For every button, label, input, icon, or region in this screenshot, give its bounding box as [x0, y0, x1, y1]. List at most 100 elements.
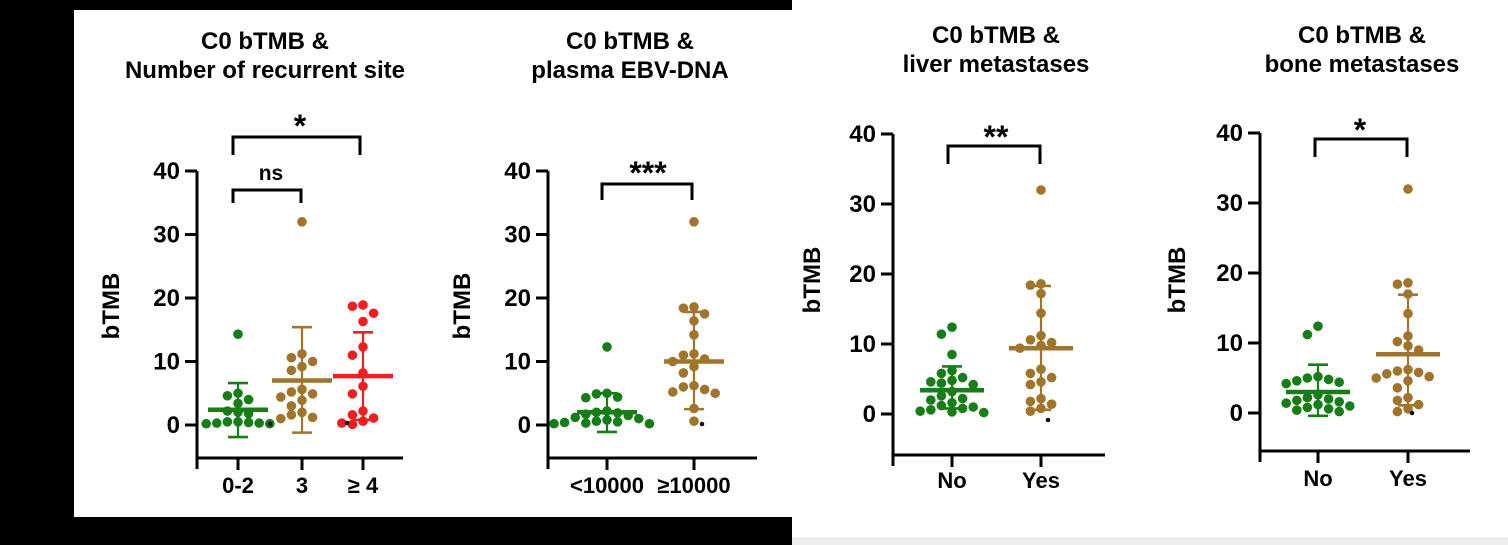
data-point — [699, 384, 710, 395]
x-category-label: ≥ 4 — [348, 473, 379, 498]
y-tick-label: 0 — [518, 412, 531, 439]
data-point — [634, 413, 644, 424]
x-category-label: Yes — [1022, 468, 1060, 493]
data-point — [591, 389, 602, 399]
data-point — [1413, 367, 1424, 378]
data-point — [233, 417, 243, 427]
significance-bracket — [1313, 137, 1409, 157]
data-point — [297, 395, 307, 406]
data-point — [1302, 329, 1313, 340]
data-point — [1413, 399, 1424, 410]
chart-title-line: C0 bTMB & — [932, 22, 1060, 49]
data-point — [307, 389, 318, 399]
y-tick-label: 20 — [849, 261, 876, 288]
data-point — [1424, 371, 1434, 382]
y-tick-label: 30 — [849, 191, 876, 218]
data-point — [936, 400, 947, 411]
chart-title-line: C0 bTMB & — [201, 28, 329, 55]
data-point — [1334, 377, 1344, 388]
data-point — [1323, 394, 1334, 404]
y-tick-label: 10 — [504, 349, 531, 376]
y-tick-label: 40 — [849, 121, 876, 148]
y-tick-label: 30 — [504, 222, 531, 249]
x-category-label: Yes — [1389, 466, 1427, 491]
chart-title-line: bone metastases — [1264, 51, 1460, 78]
data-point — [947, 407, 957, 417]
data-point — [1046, 337, 1057, 348]
chart-title-bone-metastases: C0 bTMB & bone metastases — [1102, 21, 1508, 79]
speck-dot — [699, 421, 705, 427]
data-point — [286, 401, 297, 411]
left-screenshot-panel — [74, 10, 792, 517]
data-point — [1313, 321, 1323, 332]
data-point — [1313, 371, 1323, 382]
data-point — [1403, 331, 1413, 341]
data-point — [243, 394, 254, 405]
data-point — [358, 406, 368, 416]
data-point — [1036, 308, 1046, 319]
data-point — [1392, 366, 1403, 376]
data-point — [915, 406, 925, 417]
data-point — [947, 365, 957, 376]
data-point — [947, 375, 957, 386]
data-point — [1392, 406, 1403, 417]
speck-dot — [267, 421, 273, 427]
data-point — [612, 417, 623, 427]
data-point — [1392, 395, 1403, 406]
data-point — [1403, 308, 1413, 319]
data-point — [1036, 330, 1046, 341]
y-tick-label: 40 — [1216, 120, 1243, 147]
data-point — [979, 407, 989, 418]
data-point — [233, 388, 243, 399]
right-screenshot-panel — [792, 0, 1508, 537]
data-point — [947, 322, 957, 333]
data-point — [1025, 406, 1036, 417]
y-tick-label: 20 — [1216, 260, 1243, 287]
data-point — [1281, 398, 1291, 409]
speck-dot — [1409, 410, 1415, 416]
significance-bracket — [946, 144, 1042, 164]
chart-title-line: liver metastases — [902, 51, 1090, 78]
x-category-label: No — [1303, 466, 1332, 491]
data-point — [1403, 392, 1413, 403]
data-point — [1403, 184, 1413, 194]
data-point — [1036, 364, 1046, 375]
speck-dot — [344, 420, 350, 426]
speck-dot — [1045, 417, 1051, 423]
significance-bracket — [600, 182, 694, 200]
data-point — [1313, 399, 1323, 410]
data-point — [1036, 288, 1046, 299]
significance-label: ns — [259, 162, 284, 185]
data-point — [276, 392, 286, 402]
data-point — [1046, 399, 1057, 410]
data-point — [926, 377, 936, 387]
data-point — [689, 349, 699, 359]
chart-title-line: C0 bTMB & — [1298, 22, 1426, 49]
data-point — [1025, 368, 1036, 379]
x-category-label: 3 — [296, 473, 308, 498]
data-point — [297, 384, 307, 395]
y-axis-label: bTMB — [1164, 247, 1191, 314]
y-tick-label: 10 — [153, 349, 180, 376]
y-tick-label: 40 — [504, 158, 531, 185]
y-tick-label: 30 — [1216, 190, 1243, 217]
data-point — [602, 388, 612, 399]
data-point — [358, 416, 368, 426]
data-point — [689, 403, 699, 414]
data-point — [297, 361, 307, 372]
data-point — [358, 342, 368, 352]
data-point — [358, 300, 368, 310]
data-point — [678, 303, 689, 313]
data-point — [1025, 379, 1036, 390]
y-tick-label: 20 — [504, 285, 531, 312]
data-point — [968, 402, 978, 412]
data-point — [644, 418, 655, 429]
data-point — [689, 316, 699, 326]
y-tick-label: 10 — [1216, 330, 1243, 357]
data-point — [957, 393, 968, 404]
data-point — [222, 390, 233, 401]
significance-label: ** — [984, 119, 1009, 155]
data-point — [1334, 397, 1344, 407]
data-point — [968, 379, 978, 390]
